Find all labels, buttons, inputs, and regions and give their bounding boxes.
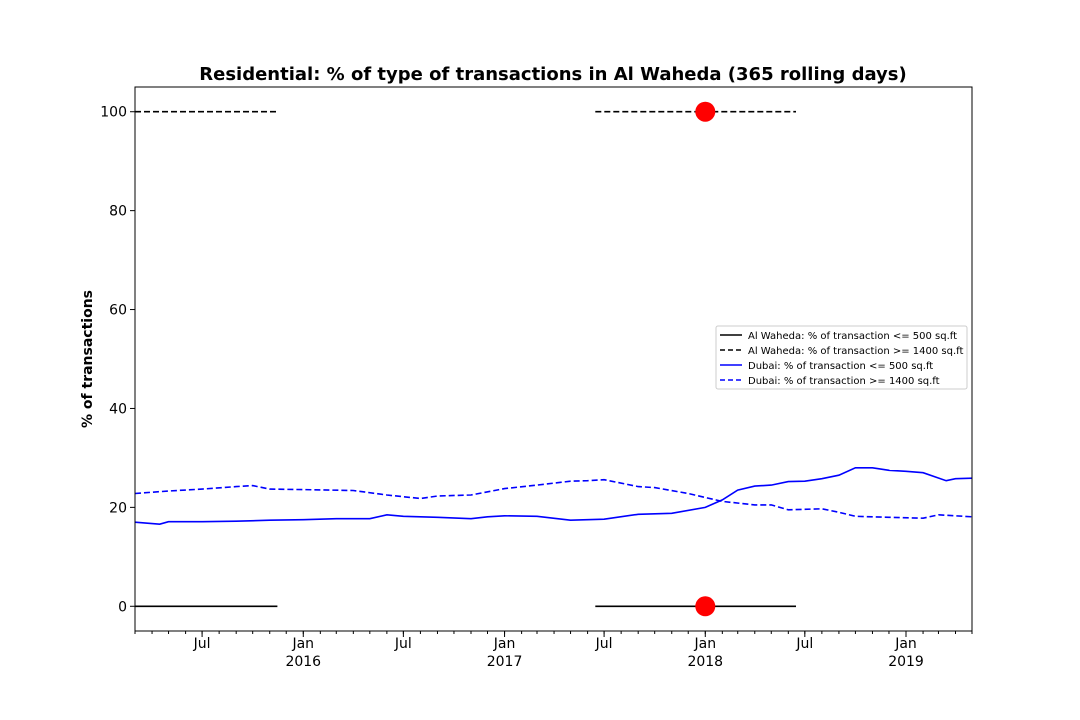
marker-point-1 — [695, 101, 716, 122]
x-tick-label: Jan — [291, 636, 314, 652]
x-tick-label: Jul — [394, 636, 412, 652]
x-tick-label: Jan — [693, 636, 716, 652]
legend-label-4: Dubai: % of transaction >= 1400 sq.ft — [748, 376, 940, 387]
chart-title: Residential: % of type of transactions i… — [199, 64, 906, 85]
series-line-3 — [134, 467, 973, 526]
y-tick-label: 80 — [109, 204, 127, 220]
y-tick-label: 0 — [118, 599, 127, 615]
marker-point-2 — [695, 596, 716, 617]
y-tick-label: 20 — [109, 500, 127, 516]
x-tick-year-label: 2016 — [285, 654, 321, 670]
legend-label-1: Al Waheda: % of transaction <= 500 sq.ft — [748, 331, 957, 342]
y-tick-label: 40 — [109, 401, 127, 417]
x-tick-label: Jan — [894, 636, 917, 652]
y-axis-label: % of transactions — [80, 290, 96, 428]
legend-box — [715, 325, 968, 390]
y-tick-label: 100 — [100, 105, 127, 121]
axis-ticks: 0 20 40 60 80 100 Jul Jan 2016 Jul Jan 2017 Jul Jan 20… — [100, 105, 973, 670]
plot-frame — [134, 86, 973, 632]
x-tick-label: Jan — [493, 636, 516, 652]
x-tick-year-label: 2017 — [487, 654, 523, 670]
x-tick-label: Jul — [595, 636, 613, 652]
series-line-4 — [134, 478, 973, 520]
x-tick-label: Jul — [795, 636, 813, 652]
legend: Al Waheda: % of transaction <= 500 sq.ft… — [715, 325, 968, 390]
plot-area — [134, 101, 973, 617]
legend-label-2: Al Waheda: % of transaction >= 1400 sq.f… — [748, 346, 963, 357]
y-tick-label: 60 — [109, 303, 127, 319]
x-tick-label: Jul — [193, 636, 211, 652]
x-tick-year-label: 2018 — [687, 654, 723, 670]
legend-label-3: Dubai: % of transaction <= 500 sq.ft — [748, 361, 933, 372]
x-tick-year-label: 2019 — [888, 654, 924, 670]
